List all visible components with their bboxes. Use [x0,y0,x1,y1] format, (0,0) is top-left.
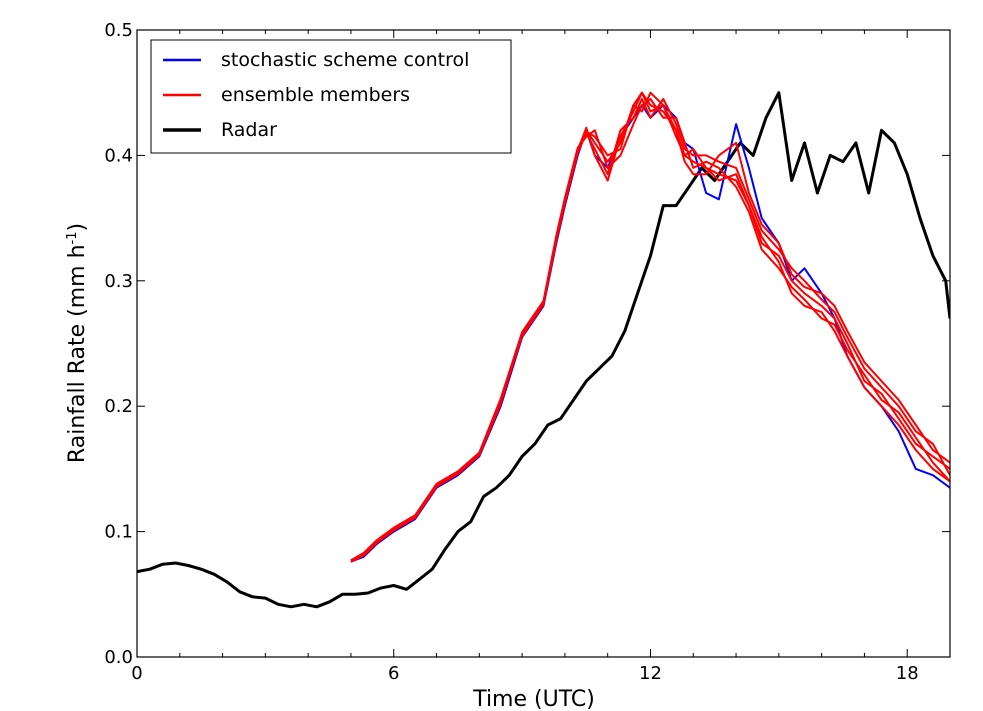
legend-entry-ensemble-members-label: ensemble members [221,84,410,106]
y-axis-title: Rainfall Rate (mm h-1) [65,223,90,463]
legend: stochastic scheme control ensemble member… [150,39,512,154]
y-tick-label: 0.1 [104,522,133,543]
y-tick-label: 0.2 [104,396,133,417]
x-axis-title: Time (UTC) [472,687,595,711]
series-line-ensemble-member-5 [350,91,950,562]
ticks-layer: 0 6 12 18 0.0 0.1 0.2 0.3 0.4 0.5 [104,20,951,684]
y-tick-label: 0.5 [104,20,133,41]
legend-entry-stochastic-control-label: stochastic scheme control [221,49,469,71]
x-tick-label: 18 [896,663,919,684]
y-axis-title-superscript: -1 [65,232,80,245]
series-layer [137,91,950,609]
y-tick-label: 0.3 [104,271,133,292]
y-tick-label: 0.0 [104,647,133,668]
legend-entry-radar-label: Radar [221,119,277,141]
x-tick-label: 0 [131,663,142,684]
series-line-radar [137,91,950,609]
plot-frame [136,29,951,658]
x-tick-label: 6 [388,663,399,684]
y-tick-label: 0.4 [104,145,133,166]
y-axis-title-main: Rainfall Rate (mm h [65,244,90,463]
x-tick-label: 12 [639,663,662,684]
y-axis-title-close: ) [65,223,90,232]
legend-box [150,39,512,154]
